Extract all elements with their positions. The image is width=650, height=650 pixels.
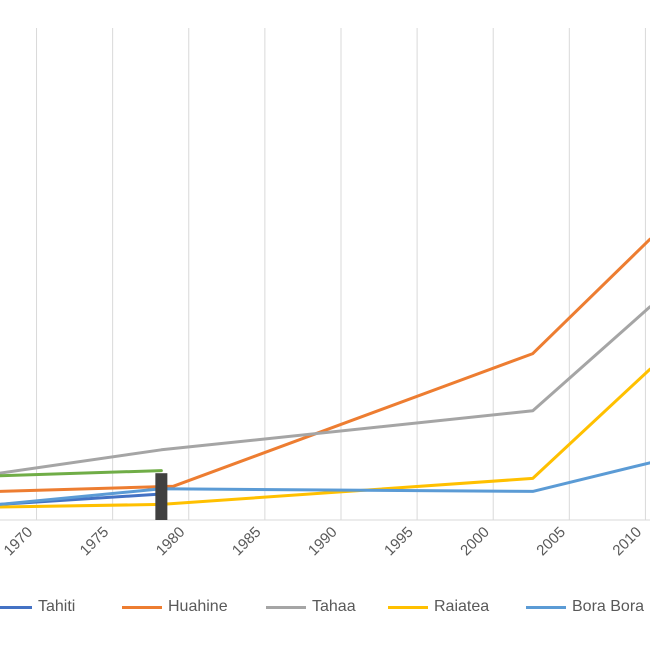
legend-swatch-tahaa bbox=[266, 605, 306, 609]
chart-legend: Tahiti Huahine Tahaa Raiatea Bora Bora bbox=[0, 594, 650, 620]
series-line-tahaa bbox=[0, 305, 650, 475]
x-tick-label-1985: 1985 bbox=[229, 524, 265, 560]
legend-swatch-huahine bbox=[122, 605, 162, 609]
x-tick-label-1975: 1975 bbox=[77, 524, 113, 560]
x-tick-label-1980: 1980 bbox=[153, 524, 189, 560]
legend-swatch-bora-bora bbox=[526, 605, 566, 609]
x-tick-label-1970: 1970 bbox=[1, 524, 37, 560]
legend-label-tahiti: Tahiti bbox=[38, 598, 76, 615]
legend-label-huahine: Huahine bbox=[168, 598, 228, 615]
x-tick-label-2000: 2000 bbox=[457, 524, 493, 560]
x-tick-label-2005: 2005 bbox=[533, 524, 569, 560]
grid-lines bbox=[36, 28, 646, 520]
legend-label-bora-bora: Bora Bora bbox=[572, 598, 645, 615]
series-line-bora-bora bbox=[0, 461, 650, 506]
legend-item-bora-bora: Bora Bora bbox=[526, 594, 644, 620]
series-lines bbox=[0, 237, 650, 509]
x-tick-label-1990: 1990 bbox=[305, 524, 341, 560]
series-line-huahine bbox=[0, 237, 650, 493]
legend-swatch-raiatea bbox=[388, 605, 428, 609]
legend-label-raiatea: Raiatea bbox=[434, 598, 490, 615]
legend-swatch-tahiti bbox=[0, 605, 32, 609]
legend-item-raiatea: Raiatea bbox=[388, 594, 489, 620]
legend-item-tahaa: Tahaa bbox=[266, 594, 356, 620]
x-tick-label-1995: 1995 bbox=[381, 524, 417, 560]
legend-item-huahine: Huahine bbox=[122, 594, 228, 620]
chart-plot: 1970 1975 1980 1985 1990 1995 2000 2005 2010 bbox=[0, 28, 650, 560]
series-line-unlabeled-5 bbox=[0, 469, 163, 478]
legend-item-tahiti: Tahiti bbox=[0, 594, 75, 620]
x-tick-label-2010: 2010 bbox=[609, 524, 645, 560]
legend-label-tahaa: Tahaa bbox=[312, 598, 356, 615]
marker-bar bbox=[155, 473, 168, 520]
marker-layer bbox=[155, 473, 168, 520]
x-tick-labels: 1970 1975 1980 1985 1990 1995 2000 2005 2010 bbox=[1, 524, 646, 560]
